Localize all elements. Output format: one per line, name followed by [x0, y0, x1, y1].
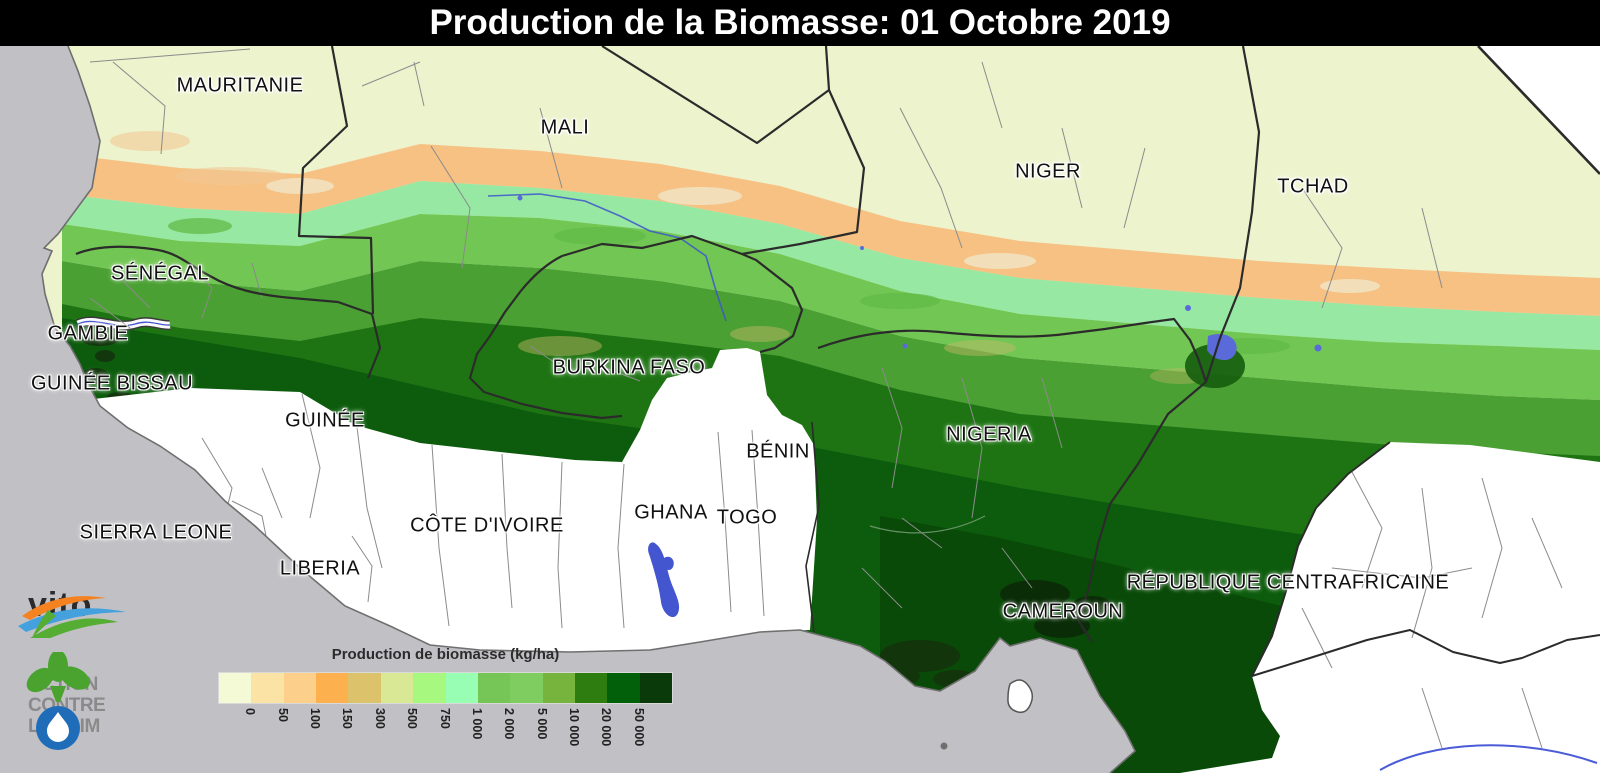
legend-color-strip — [218, 672, 673, 704]
legend-tick-label: 50 000 — [631, 708, 646, 747]
country-label: GUINÉE BISSAU — [30, 372, 194, 395]
legend-labels: 0 50 100 150 300 500 750 1 000 2 000 5 000 10 000 2… — [218, 704, 673, 764]
legend-swatch — [542, 673, 575, 703]
country-label: BURKINA FASO — [552, 356, 706, 379]
legend-tick-label: 2 000 — [502, 708, 517, 740]
acf-leaf-drop-icon — [26, 652, 90, 750]
country-label: CAMEROUN — [1002, 600, 1124, 623]
legend-tick-label: 100 — [308, 708, 323, 729]
gambia-river-strip — [75, 316, 171, 331]
country-label: GUINÉE — [285, 409, 365, 432]
country-label: LIBERIA — [279, 557, 361, 580]
country-label: GHANA — [634, 501, 708, 524]
map-area: MAURITANIE MALI NIGER TCHAD SÉNÉGAL GAMBIE GUI… — [0, 46, 1600, 773]
legend-tick-label: 150 — [340, 708, 355, 729]
country-label: BÉNIN — [746, 440, 810, 463]
water-features — [487, 193, 1598, 771]
legend-swatch — [316, 673, 349, 703]
legend-tick-label: 10 000 — [566, 708, 581, 747]
country-label: RÉPUBLIQUE CENTRAFRICAINE — [1126, 571, 1450, 594]
legend-swatch — [413, 673, 446, 703]
country-label: NIGER — [1015, 160, 1081, 183]
benue-river — [869, 515, 986, 534]
legend-tick-label: 5 000 — [534, 708, 549, 740]
coastline — [41, 46, 1136, 773]
border-benin-nigeria — [805, 421, 820, 633]
niger-river — [487, 193, 727, 322]
map-graphic — [0, 46, 1600, 773]
border-niger-nigeria — [817, 317, 1208, 383]
legend-tick-label: 1 000 — [469, 708, 484, 740]
border-cameroun-centrafrique — [1251, 441, 1600, 677]
vito-swoosh-icon — [18, 596, 126, 638]
legend-swatch — [639, 673, 673, 703]
country-borders — [75, 46, 1600, 677]
bioko-island — [1007, 679, 1034, 714]
congo-river — [1379, 744, 1598, 771]
legend-swatch — [283, 673, 317, 703]
legend-swatch — [380, 673, 414, 703]
legend-tick-label: 500 — [405, 708, 420, 729]
page-title: Production de la Biomasse: 01 Octobre 20… — [429, 3, 1171, 42]
border-nigeria-cameroun — [1076, 381, 1207, 643]
country-label: NIGERIA — [946, 423, 1032, 446]
border-burkina — [468, 252, 804, 420]
band-mint — [62, 181, 1600, 350]
title-bar: Production de la Biomasse: 01 Octobre 20… — [0, 0, 1600, 46]
border-senegal-mauritania — [75, 245, 382, 379]
legend-swatch — [251, 673, 284, 703]
country-label: MAURITANIE — [176, 74, 304, 97]
vito-logo: vito — [18, 586, 126, 638]
lake-volta — [648, 542, 680, 618]
country-label: SIERRA LEONE — [79, 521, 233, 544]
legend: Production de biomasse (kg/ha) 0 50 100 150… — [218, 646, 673, 764]
border-niger-tchad — [1204, 46, 1261, 383]
legend-swatch — [607, 673, 640, 703]
legend-tick-label: 0 — [243, 708, 258, 715]
acf-logo: ACTIONCONTRELA FAIM — [20, 652, 106, 750]
legend-swatch — [574, 673, 608, 703]
legend-title: Production de biomasse (kg/ha) — [331, 646, 560, 663]
legend-swatch — [348, 673, 381, 703]
country-label: SÉNÉGAL — [111, 262, 209, 285]
country-label: GAMBIE — [47, 322, 129, 345]
no-data-coastal-west-africa — [85, 348, 817, 652]
small-island — [940, 742, 948, 750]
border-data-extent — [1477, 46, 1600, 175]
legend-swatch — [477, 673, 511, 703]
legend-swatch — [510, 673, 543, 703]
legend-swatch — [445, 673, 478, 703]
legend-tick-label: 50 — [275, 708, 290, 722]
legend-tick-label: 20 000 — [599, 708, 614, 747]
country-label: MALI — [540, 116, 590, 139]
country-label: CÔTE D'IVOIRE — [410, 514, 564, 537]
legend-tick-label: 750 — [437, 708, 452, 729]
country-label: TOGO — [716, 506, 778, 529]
border-mauritania-mali — [297, 46, 375, 315]
legend-tick-label: 300 — [372, 708, 387, 729]
band-sahel-orange — [62, 144, 1600, 316]
legend-swatch — [219, 673, 252, 703]
country-label: TCHAD — [1277, 175, 1349, 198]
